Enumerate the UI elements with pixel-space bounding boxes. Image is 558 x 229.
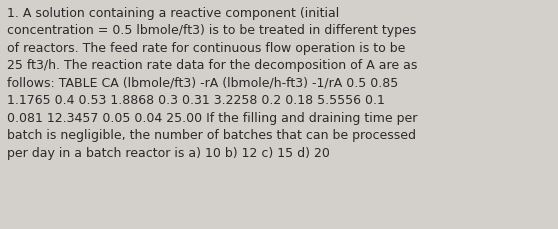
Text: 1. A solution containing a reactive component (initial
concentration = 0.5 lbmol: 1. A solution containing a reactive comp… [7,7,417,159]
